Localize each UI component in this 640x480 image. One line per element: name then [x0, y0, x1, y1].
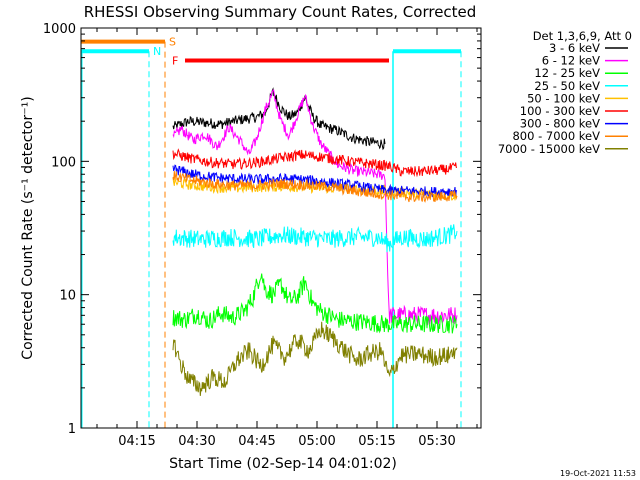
legend-label: 7000 - 15000 keV — [498, 142, 600, 156]
series-line — [172, 89, 458, 326]
series-line — [172, 273, 458, 334]
x-tick-label: 04:45 — [238, 434, 275, 449]
series-line — [172, 164, 458, 199]
y-axis-label: Corrected Count Rate (s⁻¹ detector⁻¹) — [20, 96, 36, 359]
timestamp: 19-Oct-2021 11:53 — [560, 469, 636, 478]
chart-title: RHESSI Observing Summary Count Rates, Co… — [84, 3, 477, 21]
series-line — [172, 321, 458, 396]
plot-frame — [80, 27, 482, 429]
x-axis-label: Start Time (02-Sep-14 04:01:02) — [169, 456, 397, 472]
series-line — [172, 224, 458, 253]
y-tick-label: 100 — [51, 155, 76, 170]
series-line — [172, 170, 458, 203]
x-tick-label: 05:00 — [298, 434, 335, 449]
y-axis: 1 10 100 1000 — [43, 22, 481, 437]
y-tick-label: 10 — [59, 289, 76, 304]
series-line — [172, 148, 457, 178]
legend-title: Det 1,3,6,9, Att 0 — [533, 29, 632, 43]
x-tick-label: 05:30 — [418, 434, 455, 449]
legend-label: 12 - 25 keV — [534, 66, 600, 80]
legend-label: 3 - 6 keV — [549, 41, 600, 55]
x-tick-label: 04:30 — [178, 434, 215, 449]
series-group — [172, 87, 458, 396]
y-tick-label: 1 — [68, 422, 76, 437]
series-line — [172, 176, 458, 201]
overlays: SNF — [81, 36, 462, 428]
overlay-label: S — [169, 36, 176, 49]
legend-label: 25 - 50 keV — [534, 79, 600, 93]
x-tick-label: 04:15 — [118, 434, 155, 449]
x-axis: 04:15 04:30 04:45 05:00 05:15 05:30 — [96, 28, 478, 449]
x-tick-label: 05:15 — [358, 434, 395, 449]
legend-label: 100 - 300 keV — [520, 104, 600, 118]
legend-label: 50 - 100 keV — [527, 91, 600, 105]
legend-label: 6 - 12 keV — [542, 54, 600, 68]
legend-label: 800 - 7000 keV — [512, 129, 600, 143]
legend-label: 300 - 800 keV — [520, 117, 600, 131]
y-tick-label: 1000 — [43, 22, 76, 37]
overlay-label: N — [153, 45, 161, 58]
overlay-label: F — [172, 55, 178, 68]
series-line — [172, 87, 386, 151]
